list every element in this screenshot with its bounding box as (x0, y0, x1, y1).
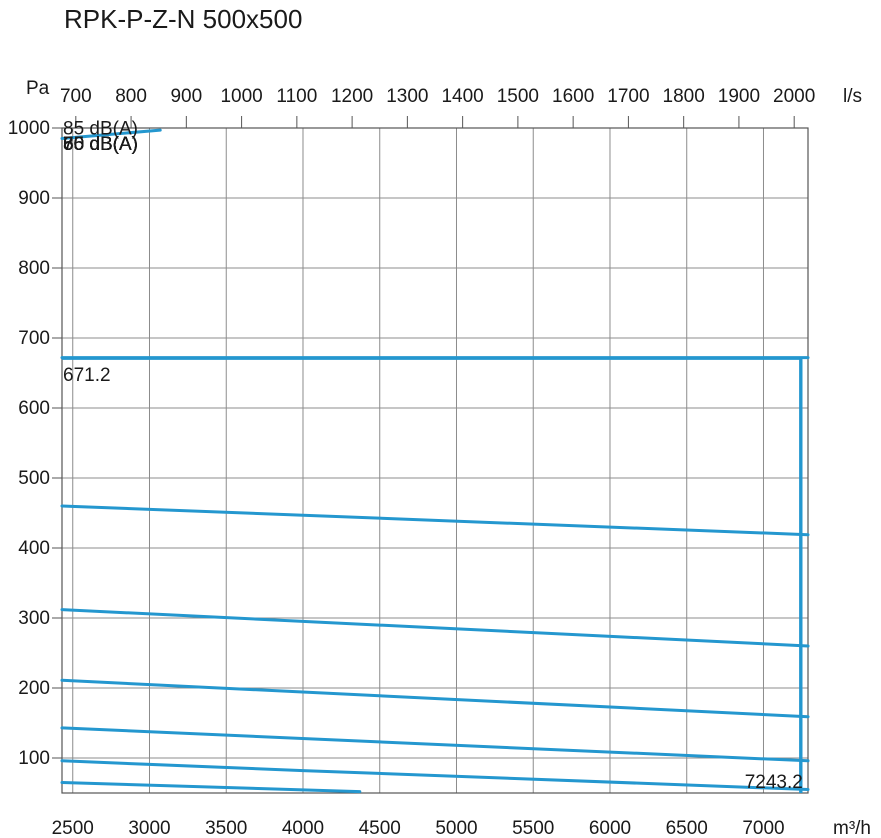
x2-tick-label: 800 (115, 86, 147, 107)
x2-tick-label: 1500 (497, 86, 539, 107)
x2-tick-label: 1200 (331, 86, 373, 107)
series-line (60, 608, 810, 648)
x-tick-label: 6000 (589, 818, 631, 838)
y-tick-label: 300 (18, 608, 50, 629)
series-line (60, 759, 810, 791)
series-label: 60 dB(A) (63, 134, 138, 155)
y-tick-label: 700 (18, 328, 50, 349)
y-unit-label: Pa (26, 78, 50, 99)
x2-tick-label: 1900 (718, 86, 760, 107)
series-label: 55 dB(A) (63, 134, 138, 155)
x-tick-label: 6500 (666, 818, 708, 838)
y-tick-label: 600 (18, 398, 50, 419)
series-label: 70 dB(A) (63, 134, 138, 155)
x2-tick-label: 1700 (607, 86, 649, 107)
x-unit-label: m³/h (833, 818, 871, 838)
limit-y-label: 671.2 (63, 365, 111, 386)
series-line (60, 128, 162, 140)
series-label: 75 dB(A) (63, 134, 138, 155)
y-tick-label: 400 (18, 538, 50, 559)
limit-x-label: 7243.2 (745, 772, 803, 793)
curve-layer (60, 128, 810, 794)
x2-tick-label: 900 (170, 86, 202, 107)
series-label: 50 dB(A) (63, 134, 138, 155)
limit-line (62, 356, 803, 793)
x2-tick-label: 2000 (773, 86, 815, 107)
x2-tick-label: 1600 (552, 86, 594, 107)
x-tick-label: 5000 (435, 818, 477, 838)
series-line (60, 504, 810, 537)
x-tick-label: 5500 (512, 818, 554, 838)
x-tick-label: 3000 (128, 818, 170, 838)
series-label: 85 dB(A) (63, 119, 138, 140)
y-tick-label: 1000 (8, 118, 50, 139)
x-tick-label: 2500 (52, 818, 94, 838)
series-label: 65 dB(A) (63, 134, 138, 155)
x-tick-label: 7000 (742, 818, 784, 838)
x2-unit-label: l/s (843, 86, 862, 107)
series-line (60, 781, 362, 794)
x-tick-label: 4000 (282, 818, 324, 838)
y-tick-label: 800 (18, 258, 50, 279)
x2-tick-label: 1800 (663, 86, 705, 107)
x2-tick-label: 1000 (220, 86, 262, 107)
y-tick-label: 200 (18, 678, 50, 699)
x2-tick-label: 700 (60, 86, 92, 107)
series-line (60, 678, 810, 719)
x2-tick-label: 1100 (276, 86, 317, 107)
x-tick-label: 3500 (205, 818, 247, 838)
plot-frame (61, 127, 809, 794)
y-tick-label: 500 (18, 468, 50, 489)
series-line (60, 726, 810, 763)
series-label: 80 dB(A) (63, 134, 138, 155)
label-layer: 2500 3000 3500 4000 4500 5000 5500 6000 6500 7000… (8, 78, 871, 838)
grid-layer (52, 116, 809, 794)
x-tick-label: 4500 (359, 818, 401, 838)
y-tick-label: 900 (18, 188, 50, 209)
x2-tick-label: 1300 (386, 86, 428, 107)
chart-title: RPK-P-Z-N 500x500 (64, 4, 303, 34)
y-tick-label: 100 (18, 748, 50, 769)
x2-tick-label: 1400 (441, 86, 483, 107)
